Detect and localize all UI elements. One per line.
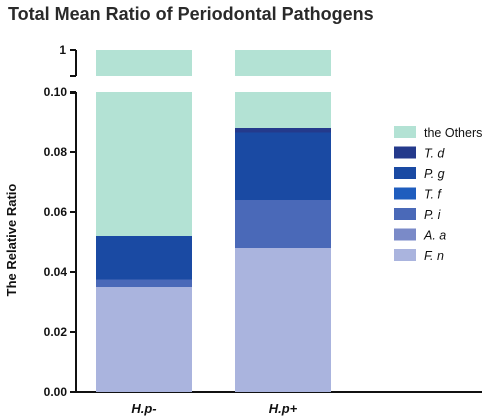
- y-tick-label: 0.10: [44, 85, 68, 99]
- legend-label: P. i: [424, 208, 442, 222]
- chart-title: Total Mean Ratio of Periodontal Pathogen…: [8, 4, 374, 24]
- legend-label: T. d: [424, 147, 445, 161]
- bar-segment-the-others-upper: [235, 50, 331, 76]
- legend-label: A. a: [423, 229, 446, 243]
- legend-swatch: [394, 228, 416, 241]
- legend-swatch: [394, 249, 416, 261]
- bar-segment-t-d: [235, 128, 331, 133]
- legend-label: T. f: [424, 188, 442, 202]
- legend-swatch: [394, 187, 416, 200]
- y-tick-label: 0.02: [44, 325, 68, 339]
- legend-label: F. n: [424, 249, 444, 263]
- legend: the Others T. d P. g T. f P. i A. a F. n: [394, 126, 482, 263]
- bar-segment-p-i: [96, 279, 192, 287]
- y-tick-label: 0.06: [44, 205, 68, 219]
- bar-segment-p-i: [235, 200, 331, 248]
- x-category-label: H.p+: [269, 401, 298, 416]
- bar-segment-the-others: [96, 92, 192, 236]
- bar-segment-f-n: [235, 248, 331, 392]
- legend-swatch: [394, 167, 416, 179]
- bar-segment-the-others: [235, 92, 331, 128]
- bar-segment-p-g: [96, 236, 192, 280]
- x-categories: H.p- H.p+: [131, 401, 297, 416]
- y-tick-label: 0.04: [44, 265, 68, 279]
- legend-swatch: [394, 126, 416, 138]
- bars: [96, 50, 331, 392]
- y-tick-label: 1: [59, 43, 66, 57]
- legend-label: P. g: [424, 167, 445, 181]
- bar-segment-p-g: [235, 132, 331, 200]
- y-tick-label: 0.08: [44, 145, 68, 159]
- y-tick-label: 0.00: [44, 385, 68, 399]
- legend-label: the Others: [424, 126, 482, 140]
- legend-swatch: [394, 146, 416, 159]
- bar-segment-f-n: [96, 287, 192, 392]
- y-axis-label: The Relative Ratio: [4, 184, 19, 297]
- x-category-label: H.p-: [131, 401, 156, 416]
- bar-segment-the-others-upper: [96, 50, 192, 76]
- legend-swatch: [394, 208, 416, 220]
